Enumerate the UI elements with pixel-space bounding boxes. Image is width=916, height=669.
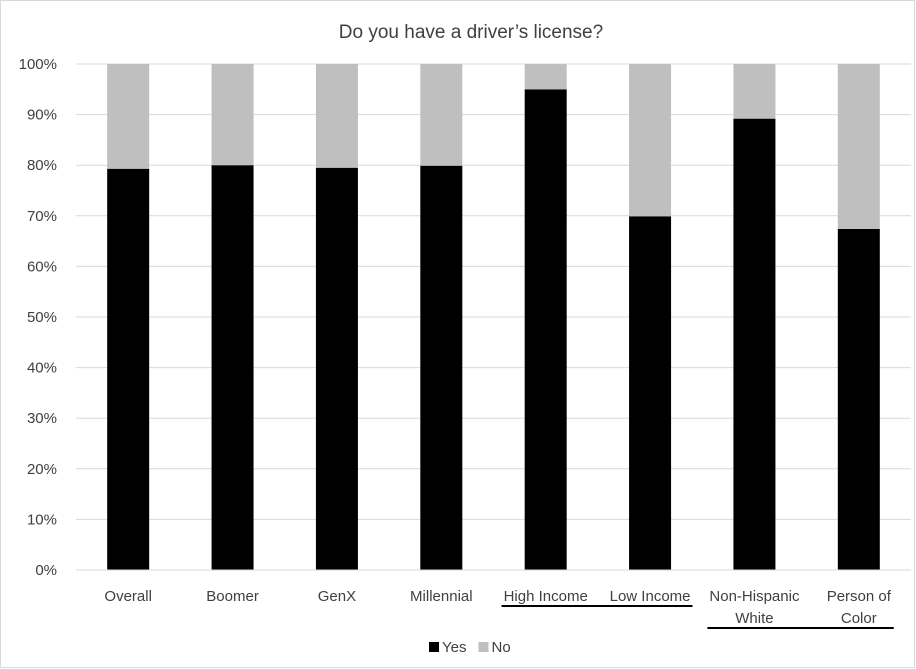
x-category-label: Boomer <box>206 588 259 605</box>
y-tick-label: 100% <box>19 56 57 73</box>
bar-no <box>629 64 672 217</box>
x-category-label: Millennial <box>410 588 473 605</box>
bar-no <box>211 64 254 166</box>
y-axis-tick-labels: 0% 10% 20% 30% 40% 50% 60% 70% 80% 90% 100% <box>19 56 57 579</box>
x-category-label: GenX <box>318 588 356 605</box>
bar-yes <box>629 216 672 570</box>
bar-no <box>733 64 776 119</box>
x-axis-category-labels: Overall Boomer GenX Millennial High Income Lo… <box>104 588 891 627</box>
y-tick-label: 40% <box>27 360 57 377</box>
y-tick-label: 30% <box>27 410 57 427</box>
legend-label-yes: Yes <box>442 639 466 656</box>
bar-yes <box>420 165 463 570</box>
bar-no <box>315 64 358 168</box>
bar-no <box>420 64 463 166</box>
gridlines <box>76 63 911 520</box>
y-tick-label: 50% <box>27 309 57 326</box>
x-category-label: High Income <box>504 588 588 605</box>
bar-yes <box>107 168 150 570</box>
y-tick-label: 60% <box>27 258 57 275</box>
bar-yes <box>211 165 254 570</box>
bar-yes <box>837 228 880 570</box>
y-tick-label: 20% <box>27 461 57 478</box>
legend-label-no: No <box>491 639 510 656</box>
y-tick-label: 10% <box>27 511 57 528</box>
y-tick-label: 70% <box>27 208 57 225</box>
bar-no <box>107 64 150 169</box>
x-category-label: Person of Color <box>827 588 892 627</box>
bar-no <box>837 64 880 229</box>
bar-yes <box>524 89 567 571</box>
y-tick-label: 90% <box>27 107 57 124</box>
chart-title: Do you have a driver’s license? <box>339 22 603 43</box>
y-tick-label: 0% <box>35 562 57 579</box>
bar-yes <box>315 167 358 571</box>
legend-swatch-yes <box>429 642 439 652</box>
bar-yes <box>733 118 776 570</box>
legend-swatch-no <box>478 642 489 652</box>
y-tick-label: 80% <box>27 157 57 174</box>
x-category-label: Overall <box>104 588 152 605</box>
x-category-label: Non-Hispanic White <box>709 588 800 627</box>
category-group-underlines <box>501 605 894 629</box>
bar-no <box>524 64 567 90</box>
bars <box>107 64 880 571</box>
x-category-label: Low Income <box>610 588 691 605</box>
legend: Yes No <box>429 639 511 656</box>
